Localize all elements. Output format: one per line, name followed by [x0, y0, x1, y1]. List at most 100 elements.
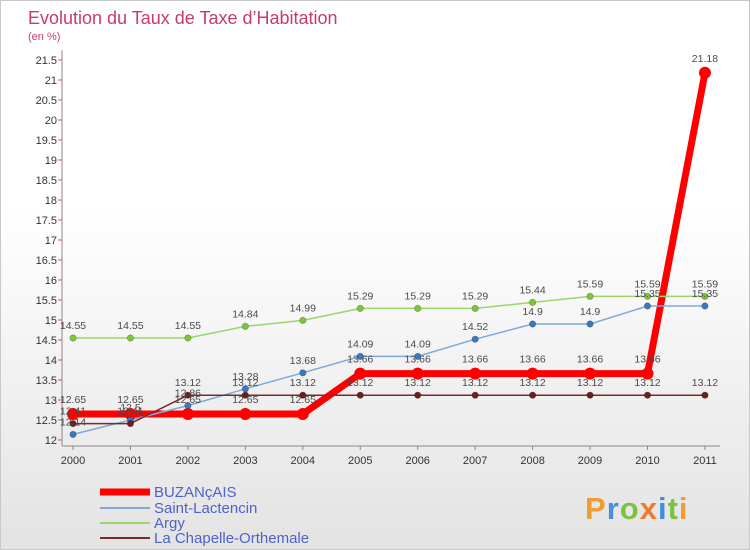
data-point	[528, 298, 537, 306]
x-tick-label: 2000	[61, 455, 85, 467]
data-point	[526, 367, 539, 380]
data-point	[124, 408, 137, 420]
data-point	[528, 391, 537, 399]
data-label: 12.14	[60, 416, 86, 428]
data-label: 13.12	[290, 377, 316, 389]
data-label: 13.66	[347, 354, 373, 366]
data-point	[641, 367, 654, 380]
logo-letter: t	[668, 491, 679, 526]
data-point	[586, 292, 594, 300]
data-label: 15.35	[634, 288, 660, 300]
y-tick-label: 15.5	[36, 295, 57, 307]
data-label: 15.59	[634, 278, 660, 290]
data-label: 12.65	[290, 394, 316, 406]
y-tick-label: 19	[45, 155, 57, 167]
y-tick-label: 13.5	[36, 375, 57, 387]
data-point	[701, 292, 709, 300]
data-label: 13.28	[232, 371, 258, 383]
data-label: 13.12	[232, 377, 258, 389]
data-point	[414, 352, 422, 360]
data-label: 12.41	[117, 406, 143, 418]
data-label: 15.29	[462, 290, 488, 302]
data-point	[241, 322, 249, 330]
data-point	[411, 367, 424, 380]
axes: 12 12.5 13 13.5 14 14.5 15 15.5 16 16.5 17 17.5 18 18…	[36, 50, 720, 467]
data-point	[356, 352, 364, 360]
data-point	[643, 302, 652, 310]
data-point	[126, 334, 135, 342]
y-tick-label: 21	[45, 75, 57, 87]
data-label: 12.65	[232, 394, 258, 406]
data-label: 13.66	[405, 354, 431, 366]
logo-letter: r	[607, 491, 620, 526]
data-label: 15.59	[577, 278, 603, 290]
data-point	[239, 408, 252, 420]
data-label: 13.68	[290, 355, 316, 367]
data-point	[643, 292, 652, 300]
chart-title: Evolution du Taux de Taxe d’Habitation	[28, 8, 338, 28]
data-label: 14.55	[175, 320, 201, 332]
data-label: 14.55	[117, 320, 143, 332]
data-label: 12.65	[60, 394, 86, 406]
data-label: 13.66	[577, 354, 603, 366]
data-point	[69, 430, 77, 438]
legend-item-la-chapelle-orthemale: La Chapelle-Orthemale	[100, 530, 309, 547]
data-point	[471, 391, 479, 399]
y-tick-label: 20	[45, 115, 57, 127]
data-point	[184, 401, 192, 410]
data-point	[356, 304, 364, 312]
data-point	[586, 391, 594, 399]
y-tick-label: 21.5	[36, 55, 57, 67]
y-tick-label: 20.5	[36, 95, 57, 107]
y-tick-label: 17	[45, 235, 57, 247]
series-points	[67, 66, 711, 438]
chart-subtitle: (en %)	[28, 31, 60, 43]
y-tick-label: 16	[45, 275, 57, 287]
data-label: 13.66	[462, 354, 488, 366]
data-point	[126, 419, 135, 428]
data-point	[67, 408, 79, 420]
logo-letter: o	[620, 491, 640, 526]
data-point	[586, 320, 594, 328]
data-label: 14.09	[347, 338, 373, 350]
data-label: 15.59	[692, 278, 718, 290]
logo-letter: P	[585, 491, 607, 526]
x-tick-label: 2006	[405, 455, 429, 467]
legend-item-saint-lactencin: Saint-Lactencin	[100, 500, 257, 517]
data-label: 13.12	[519, 377, 545, 389]
data-point	[184, 391, 192, 399]
data-point	[354, 367, 367, 380]
data-label: 15.35	[692, 288, 718, 300]
y-tick-label: 17.5	[36, 215, 57, 227]
data-label: 13.12	[175, 377, 201, 389]
data-label: 14.99	[290, 302, 316, 314]
data-label: 15.29	[405, 290, 431, 302]
data-label: 14.09	[405, 338, 431, 350]
legend: BUZANçAIS Saint-Lactencin Argy La Chapel…	[100, 484, 309, 547]
legend-label: Saint-Lactencin	[154, 500, 257, 517]
series-line-saint-lactencin	[72, 305, 706, 436]
data-point	[356, 391, 364, 399]
logo-letter: x	[640, 491, 658, 526]
y-tick-label: 18.5	[36, 175, 57, 187]
data-point	[299, 369, 307, 377]
y-tick-label: 14.5	[36, 335, 57, 347]
legend-label: Argy	[154, 515, 185, 532]
data-label: 13.12	[405, 377, 431, 389]
data-point	[299, 316, 307, 324]
data-point	[296, 408, 309, 420]
data-point	[241, 391, 249, 399]
x-tick-label: 2001	[118, 455, 142, 467]
x-tick-label: 2003	[233, 455, 257, 467]
data-label: 12.65	[175, 394, 201, 406]
logo-letter: i	[658, 491, 668, 526]
x-tick-label: 2008	[520, 455, 544, 467]
data-label: 15.29	[347, 290, 373, 302]
y-tick-label: 16.5	[36, 255, 57, 267]
y-tick-label: 12	[45, 435, 57, 447]
data-label: 13.66	[634, 354, 660, 366]
data-label: 13.12	[347, 377, 373, 389]
